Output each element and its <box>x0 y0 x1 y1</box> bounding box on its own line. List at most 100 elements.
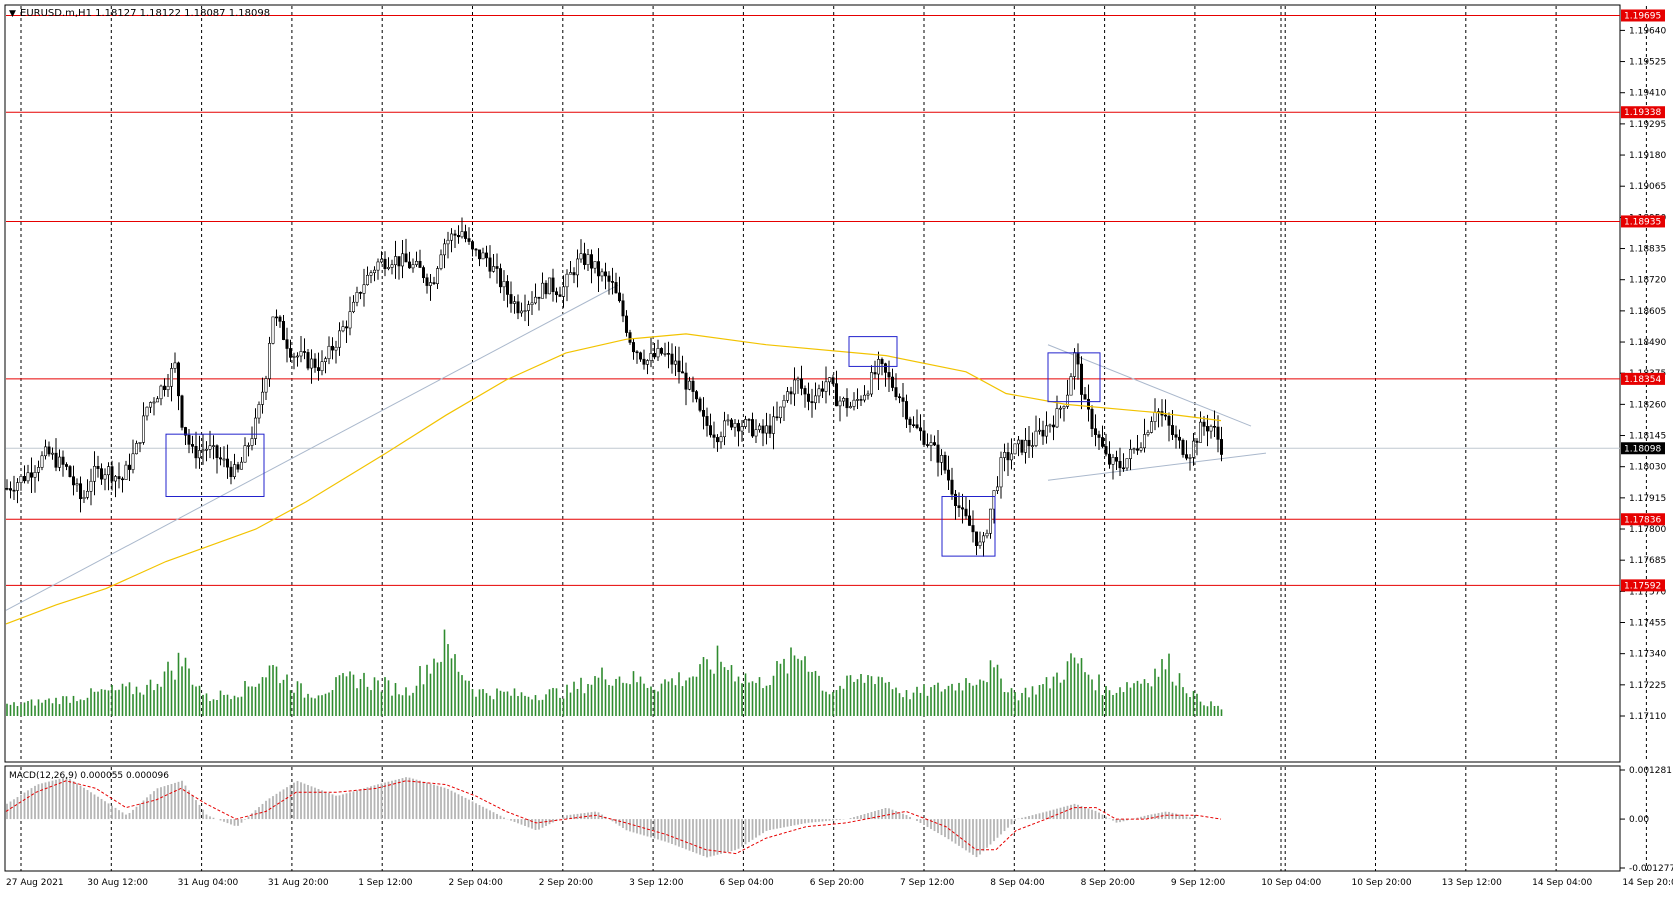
candle-body <box>488 257 492 272</box>
candle-body <box>299 351 303 357</box>
candle-body <box>334 346 338 351</box>
candle-body <box>1052 424 1056 428</box>
candle-body <box>1206 426 1210 432</box>
candle-body <box>624 315 628 333</box>
candle-body <box>656 348 660 358</box>
candle-body <box>544 282 548 295</box>
candle-body <box>449 233 453 241</box>
price-tick-label: 1.18260 <box>1629 400 1666 410</box>
candle-body <box>635 351 639 354</box>
pattern-box <box>941 495 996 557</box>
candle-body <box>107 466 111 476</box>
candle-body <box>1062 406 1066 409</box>
candle-body <box>43 446 47 457</box>
candle-body <box>943 455 947 471</box>
candle-body <box>418 260 422 268</box>
price-level-label: 1.17592 <box>1624 581 1661 591</box>
candle-body <box>201 449 205 452</box>
candle-body <box>1122 467 1126 470</box>
candle-body <box>1055 408 1059 428</box>
candle-body <box>222 458 226 461</box>
candle-body <box>1220 439 1224 455</box>
candle-body <box>72 476 76 486</box>
candle-body <box>593 261 597 269</box>
candle-body <box>1016 439 1020 445</box>
candle-body <box>446 239 450 245</box>
candle-body <box>219 457 223 460</box>
time-tick-label: 7 Sep 12:00 <box>900 878 955 888</box>
candle-body <box>36 467 40 473</box>
time-tick-label: 6 Sep 04:00 <box>719 878 774 888</box>
time-tick-label: 27 Aug 2021 <box>6 878 64 888</box>
candle-body <box>397 256 401 267</box>
candle-body <box>156 398 160 403</box>
candle-body <box>404 253 408 263</box>
candle-body <box>330 345 334 351</box>
candle-body <box>526 304 530 311</box>
price-level-tag <box>1621 579 1665 592</box>
candle-body <box>233 464 237 477</box>
pattern-box <box>165 433 265 497</box>
candle-body <box>173 362 177 369</box>
candle-body <box>463 231 467 239</box>
candle-body <box>142 415 146 443</box>
candle-body <box>278 316 282 322</box>
time-tick-label: 30 Aug 12:00 <box>87 878 148 888</box>
candle-body <box>1181 439 1185 455</box>
candle-body <box>187 434 191 445</box>
candle-body <box>673 360 677 365</box>
candle-body <box>915 424 919 429</box>
macd-indicator-label: MACD(12,26,9) 0.000055 0.000096 <box>9 771 169 781</box>
macd-tick-label: 0.00 <box>1629 815 1649 825</box>
candle-body <box>666 353 670 355</box>
candle-body <box>1167 415 1171 426</box>
candle-body <box>163 385 167 391</box>
price-tick-label: 1.19295 <box>1629 120 1666 130</box>
candle-body <box>530 302 534 305</box>
candle-body <box>712 434 716 438</box>
candle-body <box>281 321 285 340</box>
chart-menu-icon[interactable]: ▼ <box>9 9 16 19</box>
candle-body <box>348 311 352 329</box>
candle-body <box>267 343 271 379</box>
candle-body <box>166 385 170 391</box>
candle-body <box>967 515 971 526</box>
time-tick-label: 13 Sep 12:00 <box>1442 878 1502 888</box>
candle-body <box>191 444 195 447</box>
candle-body <box>1038 429 1042 432</box>
candle-body <box>848 406 852 409</box>
time-tick-label: 2 Sep 04:00 <box>449 878 504 888</box>
candle-body <box>372 269 376 274</box>
candle-body <box>533 296 537 304</box>
candle-body <box>691 380 695 392</box>
candle-body <box>782 400 786 408</box>
candle-body <box>121 478 125 481</box>
price-level-label: 1.19338 <box>1624 108 1661 118</box>
candle-body <box>813 395 817 404</box>
candle-body <box>946 469 950 481</box>
candle-body <box>362 284 366 294</box>
candle-body <box>894 387 898 397</box>
candle-body <box>610 281 614 283</box>
candle-body <box>323 358 327 363</box>
candle-body <box>1216 426 1220 440</box>
candle-body <box>953 493 957 506</box>
candle-body <box>65 464 69 467</box>
candle-body <box>355 292 359 303</box>
candle-body <box>467 238 471 242</box>
candle-body <box>313 358 317 368</box>
candle-body <box>841 397 845 402</box>
candle-body <box>880 359 884 365</box>
candle-body <box>285 339 289 349</box>
candle-body <box>110 466 114 482</box>
candle-body <box>1080 363 1084 395</box>
candle-body <box>890 376 894 388</box>
candle-body <box>460 231 464 238</box>
candle-body <box>596 261 600 277</box>
candle-body <box>33 472 37 478</box>
candle-body <box>1185 454 1189 459</box>
candle-body <box>5 488 9 490</box>
candle-body <box>40 455 44 468</box>
candle-body <box>288 348 292 358</box>
